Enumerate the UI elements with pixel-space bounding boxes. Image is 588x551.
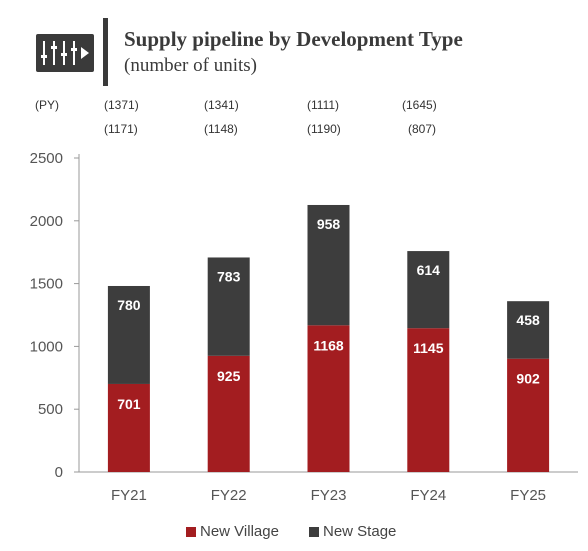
bar-value-label: 902 [516,371,540,387]
py-label: (PY) [35,98,59,112]
py-value-fy22-row1: (1341) [204,98,239,112]
py-value-fy24-row2: (807) [408,122,437,136]
py-value-fy21-row2: (1171) [104,122,138,136]
py-value-fy21-row1: (1371) [104,98,139,112]
x-tick-label: FY21 [111,487,147,504]
x-tick-label: FY24 [410,487,446,504]
bar-new-village [307,325,350,472]
bar-new-stage [507,301,550,359]
bar-value-label: 925 [217,368,241,384]
legend-swatch-new-stage [309,526,319,537]
bar-value-label: 1168 [313,337,344,353]
bar-value-label: 958 [317,216,341,232]
bar-value-label: 701 [117,396,141,412]
sliders-play-icon [36,34,94,72]
bar-new-village [207,355,250,472]
py-value-fy24-row1: (1645) [402,98,437,112]
bar-value-label: 614 [417,262,441,278]
x-tick-label: FY22 [211,487,247,504]
bar-new-village [107,383,150,472]
y-tick-label: 1000 [30,338,63,355]
bar-new-stage [307,204,350,326]
bar-new-stage [407,251,450,329]
legend-label-new-village: New Village [200,523,279,540]
bar-value-label: 458 [516,312,540,328]
legend-label-new-stage: New Stage [323,523,397,540]
bar-new-stage [207,257,250,356]
chart-subtitle: (number of units) [124,55,257,76]
legend-item-new-stage: New Stage [309,523,396,540]
y-tick-label: 1500 [30,276,63,293]
x-tick-label: FY25 [510,487,546,504]
bar-new-village [407,328,450,472]
title-divider [103,18,108,86]
y-tick-label: 2500 [30,150,63,167]
x-tick-label: FY23 [311,487,347,504]
py-value-fy23-row1: (1111) [307,98,340,112]
bar-value-label: 1145 [413,340,444,356]
bar-value-label: 780 [117,297,141,313]
bar-value-label: 783 [217,268,241,284]
py-value-fy22-row2: (1148) [204,122,238,136]
y-tick-label: 2000 [30,213,63,230]
y-tick-label: 500 [38,401,63,418]
y-tick-label: 0 [55,464,63,481]
bar-new-village [507,358,550,472]
bar-new-stage [107,285,150,384]
chart-title: Supply pipeline by Development Type [124,27,463,51]
legend-item-new-village: New Village [186,523,279,540]
legend-swatch-new-village [186,526,196,537]
py-value-fy23-row2: (1190) [307,122,341,136]
